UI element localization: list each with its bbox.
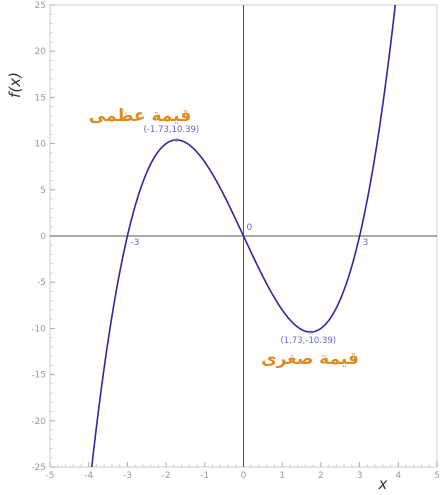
x-tick-label: 2 [318, 471, 324, 481]
y-tick-label: -5 [37, 278, 46, 288]
x-tick-label: 3 [357, 471, 363, 481]
root-label: 0 [247, 223, 253, 233]
x-tick-label: -4 [84, 471, 93, 481]
y-tick-label: 10 [35, 140, 47, 150]
x-tick-label: -1 [200, 471, 209, 481]
max-title: قيمة عظمى [89, 106, 191, 126]
y-tick-label: -20 [31, 417, 46, 427]
x-tick-label: 4 [395, 471, 401, 481]
x-tick-label: 1 [279, 471, 285, 481]
y-tick-label: 25 [35, 1, 46, 11]
function-curve [90, 5, 397, 467]
root-label: -3 [130, 238, 139, 248]
y-tick-label: 0 [40, 232, 46, 242]
x-tick-label: -5 [46, 471, 55, 481]
max-point [175, 138, 179, 142]
min-title: قيمة صغرى [261, 349, 359, 369]
min-point-label: (1.73,-10.39) [280, 336, 336, 346]
x-tick-label: -2 [162, 471, 171, 481]
y-tick-label: -15 [31, 371, 46, 381]
x-axis-title: x [378, 475, 388, 493]
x-tick-label: 0 [241, 471, 247, 481]
y-tick-label: -10 [31, 324, 46, 334]
max-point-label: (-1.73,10.39) [144, 125, 200, 135]
y-axis-title: f(x) [6, 72, 24, 98]
min-point [308, 330, 312, 334]
x-tick-label: 5 [434, 471, 440, 481]
y-tick-label: 5 [40, 186, 46, 196]
y-tick-label: 15 [35, 93, 46, 103]
x-tick-label: -3 [123, 471, 132, 481]
y-tick-label: 20 [35, 47, 47, 57]
root-label: 3 [363, 238, 369, 248]
y-tick-label: -25 [31, 463, 46, 473]
